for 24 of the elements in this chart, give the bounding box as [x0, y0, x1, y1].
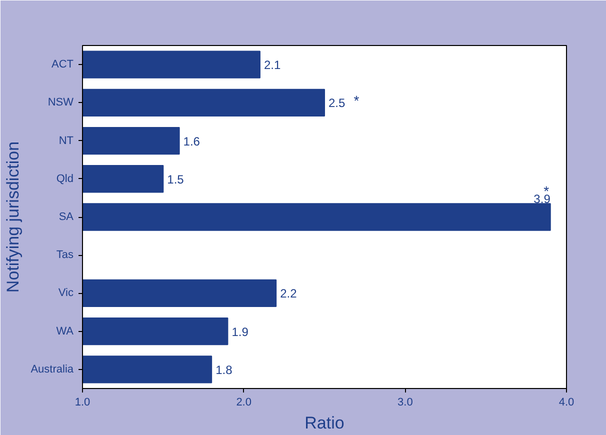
data-label: 2.5	[328, 96, 346, 110]
x-axis-title: Ratio	[304, 414, 344, 432]
y-axis-title: Notifying jurisdiction	[4, 141, 23, 293]
y-tick-label: Vic	[58, 287, 74, 300]
x-tick-label: 1.0	[74, 396, 90, 408]
y-tick-label: Qld	[56, 172, 74, 185]
y-tick-label: Australia	[30, 363, 74, 376]
data-label: 2.2	[280, 286, 298, 301]
x-tick-label: 2.0	[236, 396, 252, 408]
y-tick-label: NSW	[48, 96, 74, 109]
y-tick-label: Tas	[56, 249, 74, 262]
y-tick-label: ACT	[52, 58, 74, 71]
annotation: *	[354, 92, 360, 109]
data-label: 1.9	[232, 324, 249, 339]
x-tick-label: 3.0	[398, 396, 413, 408]
data-label: 2.1	[264, 58, 281, 72]
y-tick-label: NT	[58, 134, 74, 147]
y-tick-label: SA	[58, 211, 74, 223]
data-label: 1.6	[183, 134, 200, 148]
x-tick-label: 4.0	[558, 396, 574, 408]
data-label: 3.9	[534, 192, 551, 206]
data-label: 1.5	[167, 172, 184, 186]
data-label: 1.8	[216, 362, 233, 377]
y-tick-label: WA	[56, 325, 74, 338]
